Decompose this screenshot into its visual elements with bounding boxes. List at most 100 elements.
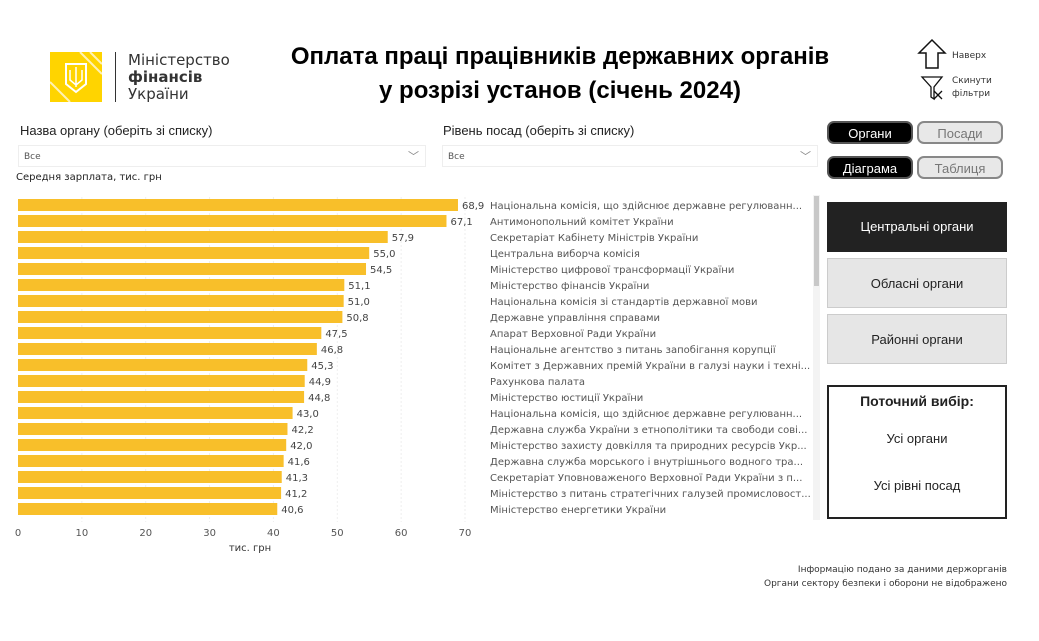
bar[interactable] bbox=[18, 215, 447, 227]
bar[interactable] bbox=[18, 311, 343, 323]
x-tick-label: 40 bbox=[267, 528, 280, 539]
category-label: Секретаріат Кабінету Міністрів України bbox=[490, 232, 698, 244]
category-label: Державна служба морського і внутрішнього… bbox=[490, 456, 803, 468]
category-label: Державне управління справами bbox=[490, 312, 660, 324]
bar[interactable] bbox=[18, 391, 305, 403]
bar-value-label: 45,3 bbox=[311, 361, 333, 372]
category-label: Центральна виборча комісія bbox=[490, 248, 640, 260]
bar[interactable] bbox=[18, 279, 345, 291]
level-filter-value: Все bbox=[448, 152, 465, 162]
x-tick-label: 10 bbox=[75, 528, 88, 539]
bar-value-label: 41,2 bbox=[285, 489, 307, 500]
x-tick-label: 20 bbox=[139, 528, 152, 539]
category-label: Національна комісія зі стандартів держав… bbox=[490, 296, 758, 308]
bar-value-label: 41,6 bbox=[288, 457, 310, 468]
bar[interactable] bbox=[18, 455, 284, 467]
category-district[interactable]: Районні органи bbox=[827, 314, 1007, 364]
org-filter-value: Все bbox=[24, 152, 41, 162]
note-exclusion: Органи сектору безпеки і оборони не відо… bbox=[763, 579, 1007, 589]
chart-scrollbar-thumb[interactable] bbox=[814, 196, 819, 286]
reset-label-2: фільтри bbox=[952, 89, 991, 99]
category-label: Секретаріат Уповноваженого Верховної Рад… bbox=[490, 472, 802, 484]
bar[interactable] bbox=[18, 439, 287, 451]
reset-filters-button[interactable]: Скинути фільтри bbox=[920, 75, 992, 105]
x-tick-label: 50 bbox=[331, 528, 344, 539]
category-label: Національне агентство з питань запобіган… bbox=[490, 344, 776, 356]
category-label: Національна комісія, що здійснює державн… bbox=[490, 200, 802, 212]
bar[interactable] bbox=[18, 247, 370, 259]
bar-value-label: 44,8 bbox=[308, 393, 330, 404]
category-label: Міністерство цифрової трансформації Укра… bbox=[490, 264, 734, 276]
level-filter-label: Рівень посад (оберіть зі списку) bbox=[443, 123, 635, 138]
bar-value-label: 42,0 bbox=[290, 441, 312, 452]
back-to-top-button[interactable]: Наверх bbox=[917, 38, 986, 74]
category-label: Національна комісія, що здійснює державн… bbox=[490, 408, 802, 420]
logo-divider bbox=[115, 52, 116, 102]
category-label: Міністерство з питань стратегічних галуз… bbox=[490, 488, 811, 500]
org-filter-label: Назва органу (оберіть зі списку) bbox=[20, 123, 213, 138]
x-tick-label: 0 bbox=[15, 528, 21, 539]
bar[interactable] bbox=[18, 471, 282, 483]
selection-org: Усі органи bbox=[886, 431, 948, 446]
bar[interactable] bbox=[18, 423, 288, 435]
back-to-top-label: Наверх bbox=[952, 51, 987, 61]
chevron-down-icon: ﹀ bbox=[408, 150, 419, 163]
category-label: Міністерство фінансів України bbox=[490, 280, 649, 292]
logo-text-2: фінансів bbox=[128, 68, 203, 86]
bar-value-label: 51,0 bbox=[348, 297, 370, 308]
bar[interactable] bbox=[18, 407, 293, 419]
category-central[interactable]: Центральні органи bbox=[827, 202, 1007, 252]
logo-emblem bbox=[49, 51, 103, 103]
x-tick-label: 30 bbox=[203, 528, 216, 539]
chart-view-toggle[interactable]: Діаграма bbox=[827, 156, 913, 179]
bar[interactable] bbox=[18, 487, 282, 499]
bar[interactable] bbox=[18, 295, 344, 307]
title-line-2: у розрізі установ (січень 2024) bbox=[379, 77, 741, 104]
filter-clear-icon bbox=[920, 76, 944, 101]
bar[interactable] bbox=[18, 231, 388, 243]
category-label: Міністерство захисту довкілля та природн… bbox=[490, 440, 807, 452]
logo-text-1: Міністерство bbox=[128, 51, 230, 69]
table-view-toggle[interactable]: Таблиця bbox=[917, 156, 1003, 179]
level-filter-dropdown[interactable]: Все ﹀ bbox=[442, 145, 818, 167]
chart-title: Середня зарплата, тис. грн bbox=[16, 172, 162, 183]
bar[interactable] bbox=[18, 375, 305, 387]
bar-value-label: 44,9 bbox=[309, 377, 331, 388]
bar-value-label: 51,1 bbox=[348, 281, 370, 292]
category-label: Рахункова палата bbox=[490, 377, 585, 388]
organs-toggle[interactable]: Органи bbox=[827, 121, 913, 144]
category-label: Міністерство юстиції України bbox=[490, 392, 643, 404]
arrow-up-icon bbox=[917, 38, 947, 69]
bar[interactable] bbox=[18, 503, 278, 515]
bar-value-label: 68,9 bbox=[462, 201, 484, 212]
reset-label-1: Скинути bbox=[952, 76, 992, 86]
bar-value-label: 57,9 bbox=[392, 233, 414, 244]
x-tick-label: 70 bbox=[459, 528, 472, 539]
bar-value-label: 43,0 bbox=[297, 409, 319, 420]
bar[interactable] bbox=[18, 327, 322, 339]
bar-value-label: 54,5 bbox=[370, 265, 392, 276]
category-label: Антимонопольний комітет України bbox=[490, 216, 674, 228]
chart-scrollbar-track[interactable] bbox=[813, 195, 820, 520]
bar[interactable] bbox=[18, 343, 317, 355]
category-label: Міністерство енергетики України bbox=[490, 504, 666, 516]
x-tick-label: 60 bbox=[395, 528, 408, 539]
bar-value-label: 50,8 bbox=[346, 313, 368, 324]
category-label: Апарат Верховної Ради України bbox=[490, 329, 656, 340]
page-title: Оплата праці працівників державних орган… bbox=[250, 40, 870, 108]
selection-title: Поточний вибір: bbox=[860, 393, 974, 409]
logo-text-3: України bbox=[128, 85, 189, 103]
bar-value-label: 42,2 bbox=[291, 425, 313, 436]
x-axis-label: тис. грн bbox=[229, 543, 271, 554]
category-regional[interactable]: Обласні органи bbox=[827, 258, 1007, 308]
bar-value-label: 55,0 bbox=[373, 249, 395, 260]
category-label: Комітет з Державних премій України в гал… bbox=[490, 360, 810, 372]
selection-level: Усі рівні посад bbox=[873, 478, 961, 493]
bar[interactable] bbox=[18, 263, 367, 275]
bar-value-label: 41,3 bbox=[286, 473, 308, 484]
bar-value-label: 46,8 bbox=[321, 345, 343, 356]
bar[interactable] bbox=[18, 359, 308, 371]
org-filter-dropdown[interactable]: Все ﹀ bbox=[18, 145, 426, 167]
bar[interactable] bbox=[18, 199, 458, 211]
positions-toggle[interactable]: Посади bbox=[917, 121, 1003, 144]
